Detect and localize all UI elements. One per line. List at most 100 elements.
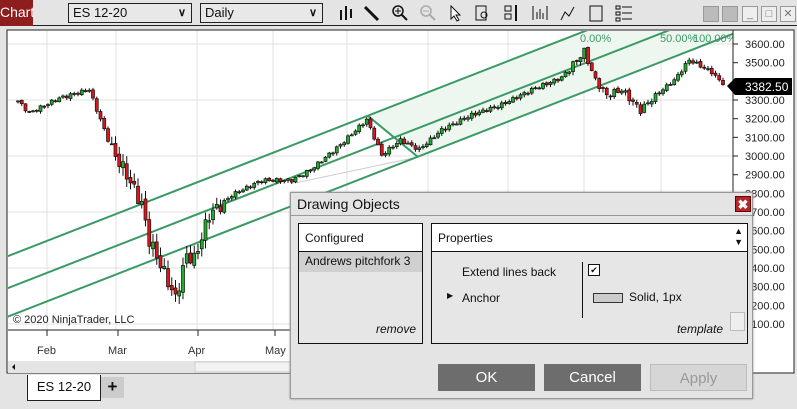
candle bbox=[552, 78, 557, 84]
dialog-title: Drawing Objects bbox=[297, 196, 400, 212]
candle bbox=[664, 84, 669, 91]
property-label-extend-lines-back: Extend lines back bbox=[462, 265, 557, 279]
pitchfork-level-label: 0.00% bbox=[580, 33, 611, 45]
property-label-anchor: Anchor bbox=[462, 291, 501, 305]
candle bbox=[436, 132, 440, 138]
maximize-button[interactable]: □ bbox=[761, 6, 777, 22]
candle bbox=[488, 106, 493, 112]
pointer-icon[interactable] bbox=[446, 4, 466, 22]
apply-button[interactable]: Apply bbox=[650, 364, 747, 391]
candle bbox=[511, 97, 515, 103]
candle bbox=[38, 105, 43, 112]
candle bbox=[109, 143, 114, 146]
candle bbox=[342, 142, 347, 146]
close-button[interactable]: ✕ bbox=[780, 6, 796, 22]
scrollbar-thumb[interactable] bbox=[730, 312, 745, 331]
price-axis[interactable]: 3600.00 3500.00 3300.00 3200.00 3100.00 3000.… bbox=[733, 39, 785, 331]
candle bbox=[218, 205, 223, 213]
instrument-value: ES 12-20 bbox=[73, 5, 128, 20]
instrument-select[interactable]: ES 12-20 ∨ bbox=[68, 3, 192, 23]
date-axis[interactable]: Feb Mar Apr May bbox=[37, 330, 286, 357]
candle bbox=[597, 78, 602, 90]
candle bbox=[649, 101, 654, 105]
candle bbox=[196, 250, 200, 254]
candle bbox=[668, 84, 673, 86]
data-box-icon[interactable] bbox=[472, 4, 492, 22]
line-style-swatch[interactable] bbox=[593, 293, 623, 303]
toolbar: Chart ES 12-20 ∨ Daily ∨ _ □ ✕ bbox=[0, 0, 797, 26]
candle bbox=[158, 255, 163, 269]
candle bbox=[147, 219, 152, 247]
candle bbox=[301, 175, 305, 178]
candle bbox=[346, 135, 350, 144]
remove-link[interactable]: remove bbox=[375, 322, 416, 336]
bar-type-icon[interactable] bbox=[336, 4, 356, 22]
strategies-icon[interactable] bbox=[558, 4, 578, 22]
dialog-close-button[interactable]: ✖ bbox=[735, 196, 751, 212]
expand-arrow-icon[interactable]: ▶ bbox=[447, 291, 454, 300]
candle bbox=[582, 47, 587, 59]
candle bbox=[571, 61, 575, 72]
link-button[interactable] bbox=[722, 6, 738, 22]
properties-icon[interactable] bbox=[614, 4, 634, 22]
configured-item[interactable]: Andrews pitchfork 3 bbox=[299, 252, 422, 272]
candle bbox=[481, 109, 485, 113]
candle bbox=[514, 97, 519, 100]
price-label: 2100.00 bbox=[745, 319, 785, 331]
candle bbox=[207, 220, 212, 223]
candle bbox=[211, 209, 215, 220]
minimize-button[interactable]: _ bbox=[742, 6, 758, 22]
candle bbox=[679, 71, 684, 76]
candle bbox=[439, 128, 444, 134]
add-tab-button[interactable]: + bbox=[101, 377, 124, 398]
candle bbox=[428, 137, 433, 146]
tab-es-12-20[interactable]: ES 12-20 bbox=[27, 375, 101, 401]
candle bbox=[177, 290, 182, 297]
candle bbox=[327, 152, 332, 158]
candle bbox=[507, 101, 512, 104]
candle bbox=[143, 198, 148, 221]
candle bbox=[199, 239, 204, 250]
candle bbox=[162, 265, 167, 270]
scroll-arrows-icon[interactable]: ▲ ▼ bbox=[734, 226, 743, 247]
candle bbox=[484, 110, 489, 112]
template-link[interactable]: template bbox=[676, 322, 723, 336]
cancel-button[interactable]: Cancel bbox=[544, 364, 641, 391]
price-label: 2600.00 bbox=[745, 226, 785, 238]
templates-icon[interactable] bbox=[586, 4, 606, 22]
drawing-tool-icon[interactable] bbox=[362, 4, 382, 22]
properties-header: Properties bbox=[432, 224, 747, 252]
price-label: 2700.00 bbox=[745, 207, 785, 219]
candle bbox=[634, 101, 639, 105]
candle bbox=[533, 87, 538, 90]
chart-trader-icon[interactable] bbox=[502, 4, 522, 22]
extend-lines-back-checkbox[interactable]: ✔ bbox=[588, 264, 600, 276]
current-price-marker: 3382.50 bbox=[727, 78, 792, 95]
ok-button[interactable]: OK bbox=[438, 364, 535, 391]
candle bbox=[661, 89, 665, 94]
andrews-pitchfork[interactable]: 0.00% 50.00%100.00% bbox=[0, 0, 797, 320]
candle bbox=[244, 185, 249, 191]
zoom-out-icon[interactable] bbox=[418, 4, 438, 22]
anchor-line-style-value: Solid, 1px bbox=[629, 290, 682, 304]
scroll-left-icon[interactable] bbox=[12, 364, 15, 370]
candle bbox=[657, 92, 662, 95]
candle bbox=[683, 63, 688, 72]
candle bbox=[102, 118, 107, 130]
price-label: 2200.00 bbox=[745, 300, 785, 312]
chevron-down-icon: ∨ bbox=[308, 7, 317, 19]
indicators-icon[interactable] bbox=[530, 4, 550, 22]
candle bbox=[117, 153, 122, 167]
price-label: 2400.00 bbox=[745, 263, 785, 275]
link-button[interactable] bbox=[703, 6, 719, 22]
zoom-in-icon[interactable] bbox=[390, 4, 410, 22]
candle bbox=[638, 104, 643, 114]
candle bbox=[124, 163, 129, 180]
candle bbox=[387, 146, 392, 155]
candle bbox=[469, 112, 474, 119]
price-label: 2900.00 bbox=[745, 170, 785, 182]
candle bbox=[169, 285, 174, 291]
interval-select[interactable]: Daily ∨ bbox=[200, 3, 323, 23]
chart-window-tab[interactable]: Chart bbox=[0, 0, 34, 26]
candle bbox=[42, 105, 47, 108]
